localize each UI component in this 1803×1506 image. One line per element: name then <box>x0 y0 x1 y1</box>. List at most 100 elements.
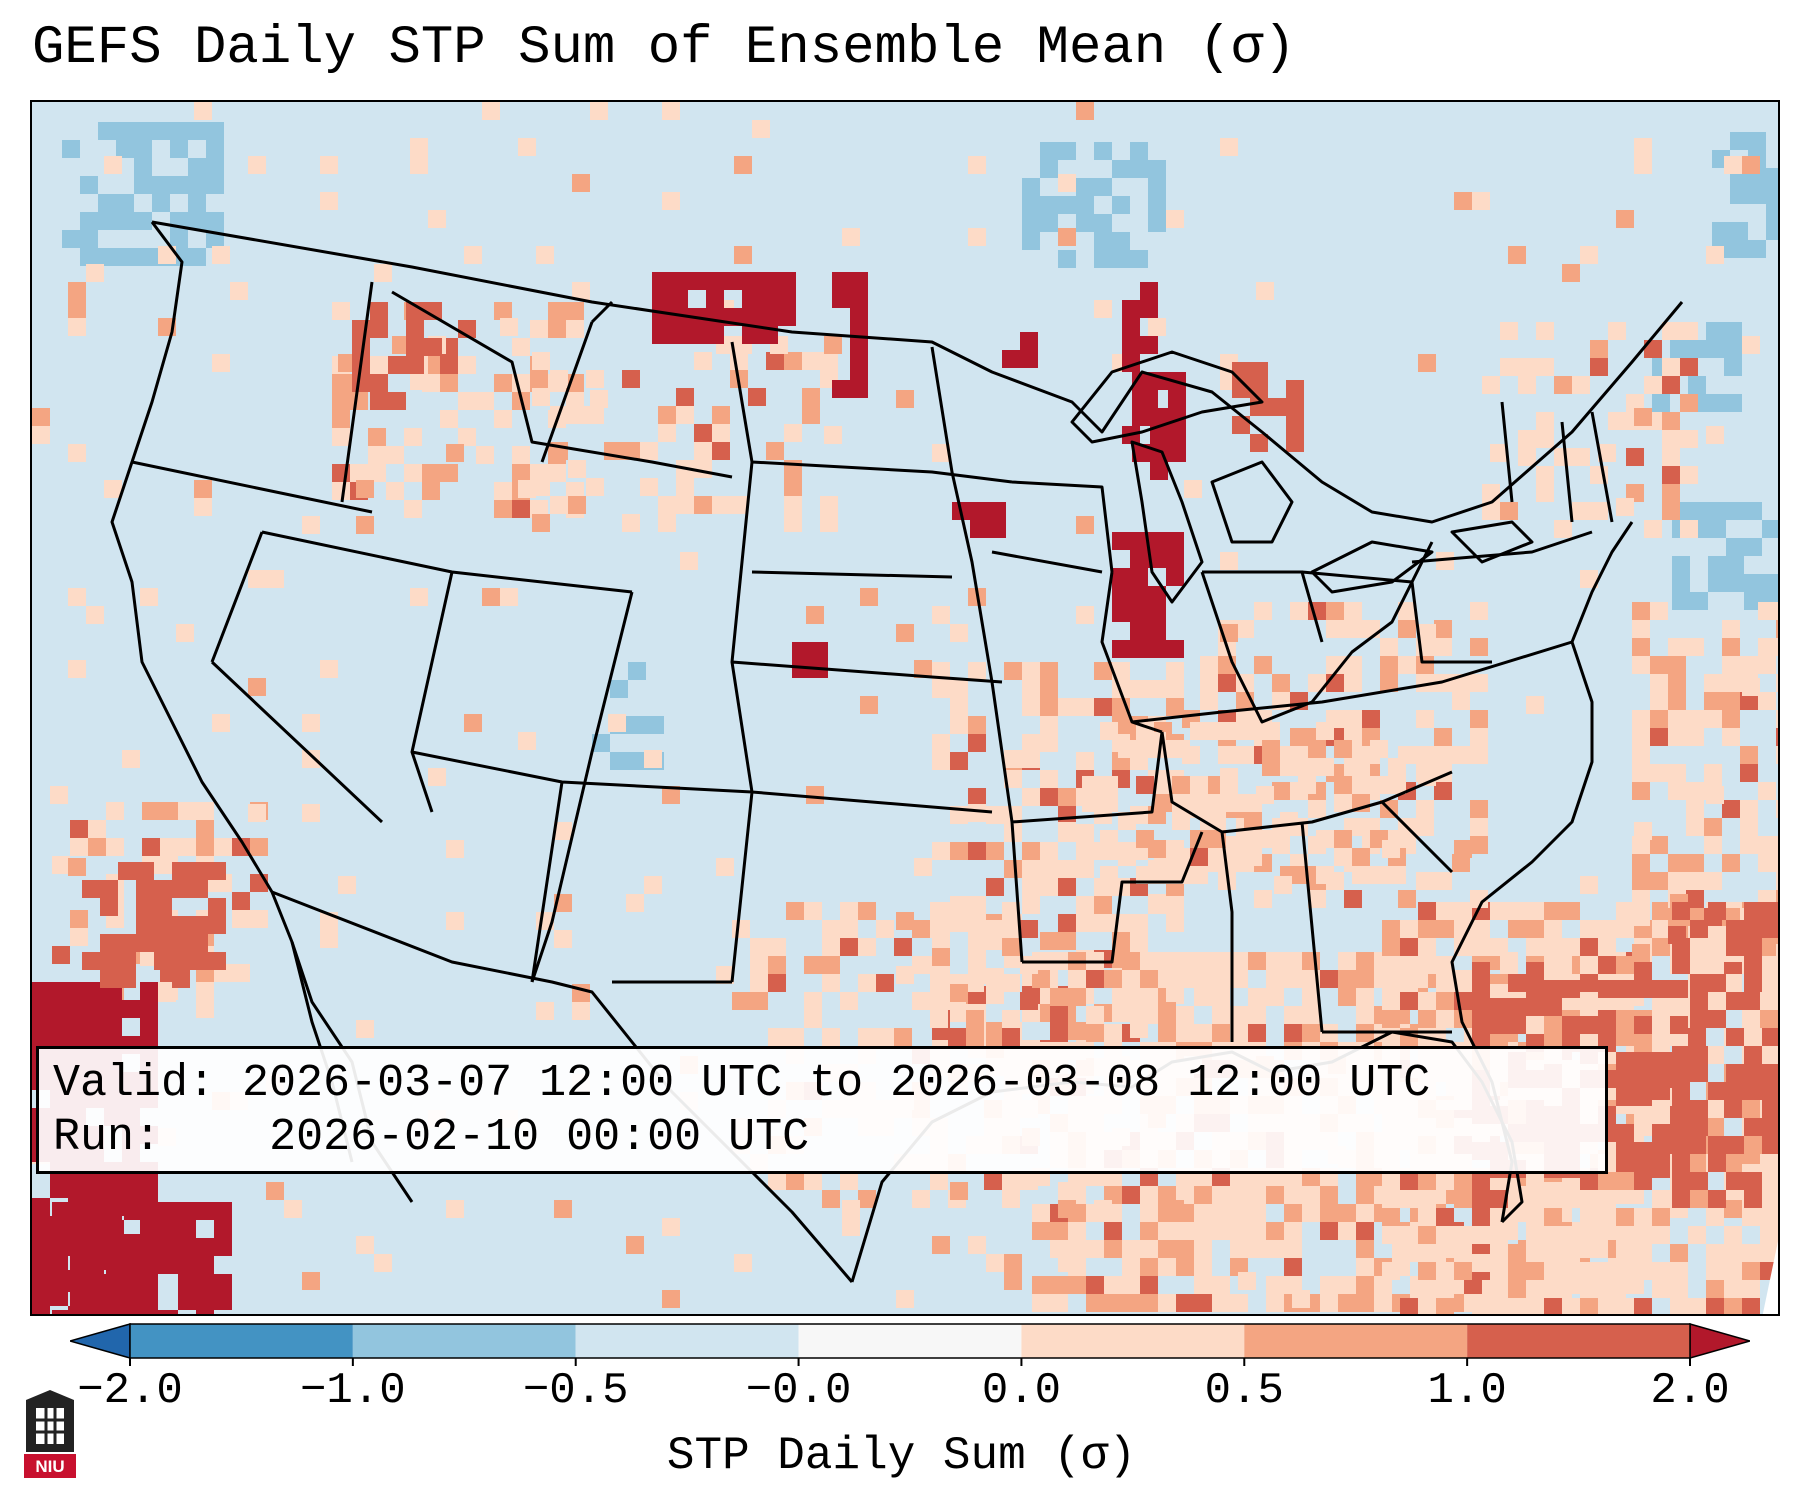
field-cell <box>1562 980 1580 998</box>
field-cell <box>742 272 760 290</box>
field-cell <box>1418 1244 1436 1262</box>
field-cell <box>554 930 572 948</box>
field-cell <box>858 902 876 920</box>
field-cell <box>458 356 476 374</box>
field-cell <box>1526 920 1544 938</box>
field-cell <box>1632 836 1650 854</box>
field-cell <box>1154 794 1172 812</box>
field-cell <box>1652 1226 1670 1244</box>
field-cell <box>1688 1136 1706 1154</box>
field-cell <box>80 212 98 230</box>
field-cell <box>1778 1262 1780 1280</box>
field-cell <box>440 374 458 392</box>
field-cell <box>1760 1244 1778 1262</box>
field-cell <box>116 122 134 140</box>
field-cell <box>1472 980 1490 998</box>
field-cell <box>172 952 190 970</box>
field-cell <box>804 956 822 974</box>
field-cell <box>50 786 68 804</box>
field-cell <box>912 920 930 938</box>
field-cell <box>1256 786 1274 804</box>
field-cell <box>1382 956 1400 974</box>
field-cell <box>1150 462 1168 480</box>
field-cell <box>1194 1294 1212 1312</box>
field-cell <box>1500 502 1518 520</box>
field-cell <box>1706 1298 1724 1314</box>
field-cell <box>88 1220 106 1238</box>
field-cell <box>1724 1262 1742 1280</box>
field-cell <box>1194 1186 1212 1204</box>
field-cell <box>1544 956 1562 974</box>
field-cell <box>122 1000 140 1018</box>
field-cell <box>1706 394 1724 412</box>
field-cell <box>676 496 694 514</box>
field-cell <box>1580 974 1598 992</box>
field-cell <box>1724 1244 1742 1262</box>
field-cell <box>70 820 88 838</box>
field-cell <box>1158 1240 1176 1258</box>
field-cell <box>1212 1204 1230 1222</box>
field-cell <box>1040 680 1058 698</box>
field-cell <box>476 446 494 464</box>
field-cell <box>1004 1272 1022 1290</box>
field-cell <box>1230 1204 1248 1222</box>
field-cell <box>1266 1222 1284 1240</box>
field-cell <box>1400 956 1418 974</box>
field-cell <box>1256 282 1274 300</box>
field-cell <box>1760 1190 1778 1208</box>
field-cell <box>1748 132 1766 150</box>
field-cell <box>188 122 206 140</box>
field-cell <box>822 974 840 992</box>
field-cell <box>1058 196 1076 214</box>
field-cell <box>1776 638 1778 656</box>
field-cell <box>1148 160 1166 178</box>
field-cell <box>1302 988 1320 1006</box>
field-cell <box>1286 416 1304 434</box>
field-cell <box>458 428 476 446</box>
field-cell <box>1670 1298 1688 1314</box>
field-cell <box>1130 142 1148 160</box>
field-cell <box>1058 1254 1076 1272</box>
field-cell <box>1308 890 1326 908</box>
field-cell <box>694 496 712 514</box>
field-cell <box>1490 1244 1508 1262</box>
field-cell <box>1220 786 1238 804</box>
field-cell <box>1230 1186 1248 1204</box>
field-cell <box>792 642 810 660</box>
field-cell <box>1434 728 1452 746</box>
field-cell <box>1002 902 1020 920</box>
field-cell <box>1020 992 1038 1010</box>
field-cell <box>1122 300 1140 318</box>
field-cell <box>1526 1226 1544 1244</box>
field-cell <box>1194 952 1212 970</box>
field-cell <box>1472 1226 1490 1244</box>
field-cell <box>1122 336 1140 354</box>
field-cell <box>1762 1028 1778 1046</box>
field-cell <box>464 714 482 732</box>
field-cell <box>350 392 368 410</box>
field-cell <box>1704 710 1722 728</box>
field-cell <box>1730 222 1748 240</box>
field-cell <box>178 1256 196 1274</box>
field-cell <box>1762 1082 1778 1100</box>
field-cell <box>458 392 476 410</box>
field-cell <box>670 290 688 308</box>
field-cell <box>140 948 158 966</box>
field-cell <box>950 842 968 860</box>
field-cell <box>68 318 86 336</box>
field-cell <box>792 660 810 678</box>
field-cell <box>1518 358 1536 376</box>
field-cell <box>1562 1298 1580 1314</box>
field-cell <box>320 660 338 678</box>
field-cell <box>590 390 608 408</box>
field-cell <box>196 1202 214 1220</box>
field-cell <box>160 838 178 856</box>
field-cell <box>1050 1294 1068 1312</box>
field-cell <box>1652 1262 1670 1280</box>
field-cell <box>1338 1276 1356 1294</box>
field-cell <box>1130 160 1148 178</box>
field-cell <box>1212 1276 1230 1294</box>
field-cell <box>1536 322 1554 340</box>
field-cell <box>804 902 822 920</box>
field-cell <box>1634 1118 1652 1136</box>
